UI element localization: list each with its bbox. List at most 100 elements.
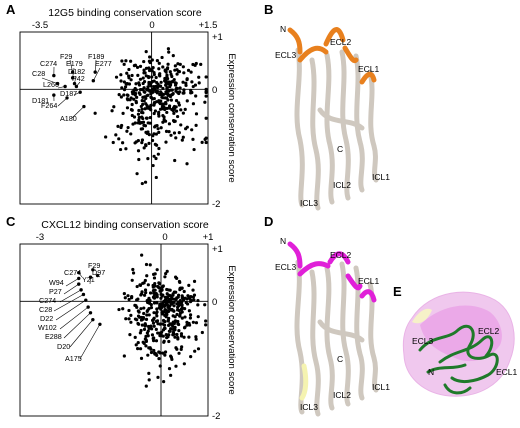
point-label-d182: D182	[68, 67, 85, 76]
point-label-a180: A180	[60, 114, 77, 123]
data-point	[130, 73, 134, 78]
data-point	[137, 108, 141, 113]
data-point	[145, 313, 149, 317]
data-point	[154, 319, 158, 324]
data-point	[158, 364, 162, 368]
data-point	[173, 315, 177, 319]
data-point	[127, 76, 131, 80]
data-point	[151, 285, 155, 289]
point-label-f29: F29	[60, 52, 72, 61]
data-point	[134, 99, 138, 103]
data-point	[146, 283, 150, 287]
data-point	[151, 90, 155, 94]
data-point	[181, 135, 185, 139]
data-point	[158, 107, 163, 111]
label-leader-line	[53, 294, 84, 312]
data-point	[119, 79, 123, 83]
data-point	[204, 87, 208, 91]
plot-a-xtick-zero: 0	[149, 20, 154, 31]
data-point	[164, 140, 168, 144]
data-point	[144, 143, 148, 147]
label-leader-line	[97, 275, 101, 278]
data-point	[153, 109, 158, 113]
labeled-point-c28	[81, 292, 86, 297]
data-point	[156, 322, 160, 326]
data-point	[175, 347, 179, 351]
data-point	[178, 62, 182, 66]
data-point	[169, 133, 173, 137]
data-point	[138, 283, 143, 287]
data-point	[161, 301, 165, 305]
data-point	[149, 108, 153, 112]
data-point	[160, 104, 164, 108]
data-point	[161, 86, 165, 91]
data-point	[169, 93, 174, 97]
point-label-c274: C274	[64, 268, 81, 277]
data-point	[194, 94, 198, 98]
data-point	[179, 108, 183, 112]
helix-bundle-d	[294, 259, 379, 417]
data-point	[189, 299, 193, 303]
data-point	[172, 131, 177, 135]
data-point	[135, 284, 139, 289]
data-point	[167, 50, 171, 54]
data-point	[204, 323, 208, 327]
data-point	[143, 322, 147, 326]
data-point	[127, 308, 131, 313]
label-ecl3-d: ECL3	[275, 262, 297, 272]
data-point	[192, 279, 197, 283]
orange-highlights-b	[287, 27, 377, 85]
data-point	[147, 371, 151, 376]
data-point	[161, 65, 165, 69]
receptor-structure-b: N ECL3 ECL2 ECL1 C ICL1 ICL2 ICL3	[275, 24, 390, 211]
data-point	[152, 154, 156, 158]
label-icl3-d: ICL3	[300, 402, 318, 412]
data-point	[165, 77, 170, 81]
data-point	[154, 156, 158, 161]
label-n-d: N	[280, 236, 286, 246]
label-icl2-b: ICL2	[333, 180, 351, 190]
point-label-a175: A175	[65, 354, 82, 363]
point-label-f29: F29	[88, 261, 100, 270]
data-point	[139, 328, 143, 333]
data-point	[127, 67, 131, 72]
data-point	[155, 314, 159, 318]
data-point	[157, 286, 162, 290]
data-point	[165, 336, 169, 340]
data-point	[137, 322, 141, 326]
data-point	[152, 296, 157, 300]
panel-letter-a: A	[6, 2, 16, 17]
data-point	[180, 138, 184, 142]
data-point	[177, 351, 181, 355]
label-icl1-d: ICL1	[372, 382, 390, 392]
data-point	[166, 62, 170, 66]
data-point	[182, 71, 186, 75]
data-point	[136, 347, 140, 351]
data-point	[167, 316, 171, 320]
data-point	[149, 306, 154, 310]
data-point	[117, 307, 121, 312]
data-point	[142, 68, 146, 72]
label-n-b: N	[280, 24, 286, 34]
data-point	[154, 339, 159, 343]
data-point	[114, 133, 118, 137]
data-point	[125, 82, 129, 86]
data-point	[174, 109, 179, 113]
data-point	[127, 317, 131, 321]
data-point	[147, 141, 151, 145]
label-ecl3-b: ECL3	[275, 50, 297, 60]
data-point	[188, 296, 192, 301]
data-point	[194, 335, 198, 339]
data-point	[142, 90, 146, 94]
data-point	[145, 116, 149, 120]
data-point	[135, 65, 140, 69]
data-point	[173, 328, 177, 332]
data-point	[169, 354, 173, 358]
data-point	[111, 140, 115, 145]
data-point	[194, 112, 199, 116]
data-point	[172, 321, 176, 326]
plot-a-ylabel: Expression conservation score	[226, 53, 237, 182]
data-point	[158, 304, 162, 309]
label-c-d: C	[337, 354, 343, 364]
label-c-b: C	[337, 144, 343, 154]
